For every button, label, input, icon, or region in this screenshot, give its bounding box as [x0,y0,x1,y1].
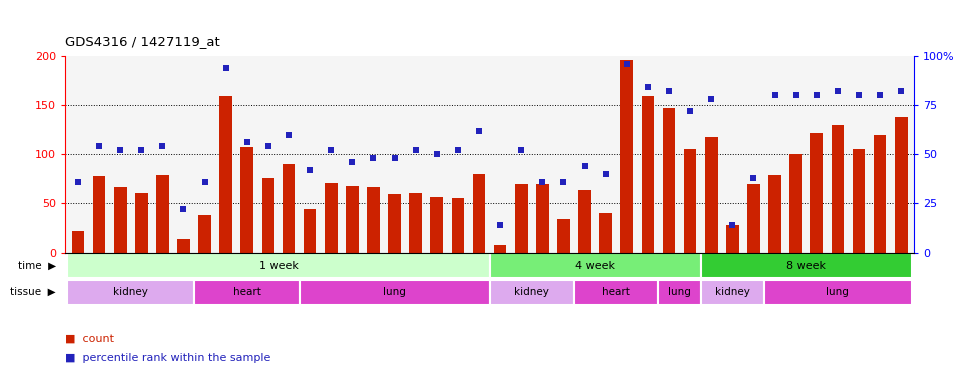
Bar [599,214,612,253]
Text: kidney: kidney [715,287,750,297]
Bar [409,193,422,253]
Text: tissue  ▶: tissue ▶ [11,287,56,297]
Text: GDS4316 / 1427119_at: GDS4316 / 1427119_at [65,35,220,48]
Bar [874,136,886,253]
Text: 4 week: 4 week [575,261,615,271]
Bar [831,125,844,253]
Bar [662,108,676,253]
Text: heart: heart [233,287,261,297]
Bar [789,154,802,253]
Bar [764,280,912,305]
Bar [282,164,296,253]
Bar [852,149,865,253]
Bar [199,215,211,253]
Text: kidney: kidney [113,287,148,297]
Bar [895,117,907,253]
Bar [747,184,759,253]
Bar [578,190,591,253]
Bar [93,176,106,253]
Bar [490,280,574,305]
Bar [659,280,701,305]
Text: time  ▶: time ▶ [17,261,56,271]
Bar [515,184,528,253]
Bar [367,187,380,253]
Bar [472,174,486,253]
Bar [388,194,401,253]
Bar [701,253,912,278]
Bar [620,60,634,253]
Bar [135,193,148,253]
Bar [701,280,764,305]
Bar [684,149,697,253]
Bar [810,132,823,253]
Bar [557,219,570,253]
Text: 8 week: 8 week [786,261,827,271]
Text: lung: lung [383,287,406,297]
Bar [220,96,232,253]
Bar [300,280,490,305]
Bar [194,280,300,305]
Bar [67,253,490,278]
Bar [156,175,169,253]
Bar [178,239,190,253]
Bar [67,280,194,305]
Text: ■  count: ■ count [65,334,114,344]
Text: kidney: kidney [515,287,549,297]
Text: ■  percentile rank within the sample: ■ percentile rank within the sample [65,353,271,363]
Text: 1 week: 1 week [258,261,299,271]
Bar [430,197,444,253]
Bar [726,225,738,253]
Bar [536,184,549,253]
Bar [490,253,701,278]
Bar [451,197,465,253]
Bar [114,187,127,253]
Bar [346,186,359,253]
Bar [241,147,253,253]
Bar [641,96,655,253]
Bar [262,178,275,253]
Bar [768,175,780,253]
Bar [493,245,507,253]
Text: heart: heart [602,287,630,297]
Bar [72,231,84,253]
Text: lung: lung [668,287,691,297]
Text: lung: lung [827,287,850,297]
Bar [324,183,338,253]
Bar [303,209,317,253]
Bar [705,137,717,253]
Bar [574,280,659,305]
